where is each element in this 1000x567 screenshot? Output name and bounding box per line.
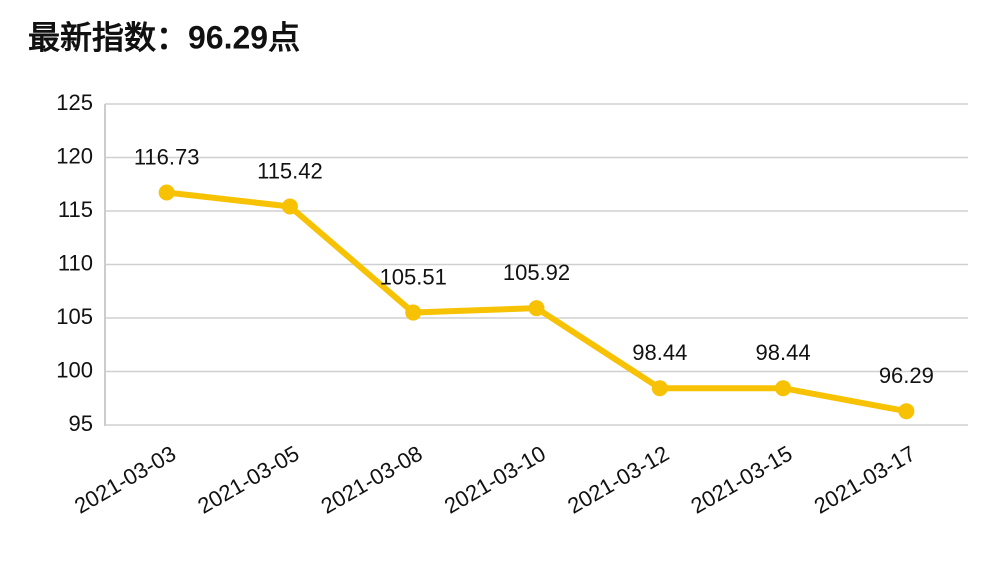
data-label: 115.42 — [257, 158, 323, 183]
x-tick-label: 2021-03-08 — [317, 441, 427, 519]
x-tick-label: 2021-03-10 — [440, 441, 550, 519]
data-label: 96.29 — [879, 363, 934, 388]
data-label: 105.51 — [380, 264, 447, 289]
x-tick-label: 2021-03-03 — [70, 441, 180, 519]
data-point — [528, 300, 545, 317]
y-tick-label: 120 — [56, 143, 93, 168]
data-point — [651, 380, 668, 397]
x-tick-label: 2021-03-12 — [563, 441, 673, 519]
y-tick-label: 110 — [58, 250, 93, 275]
x-tick-label: 2021-03-05 — [193, 441, 303, 519]
data-point — [775, 380, 792, 397]
data-label: 98.44 — [756, 340, 811, 365]
y-tick-label: 125 — [56, 90, 93, 115]
x-tick-label: 2021-03-17 — [810, 441, 920, 519]
chart-title: 最新指数：96.29点 — [28, 19, 300, 55]
y-tick-label: 100 — [56, 357, 93, 382]
x-tick-label: 2021-03-15 — [687, 441, 797, 519]
data-label: 116.73 — [134, 144, 200, 169]
y-tick-label: 115 — [58, 197, 93, 222]
y-tick-label: 105 — [56, 304, 93, 329]
data-point — [405, 304, 422, 321]
data-point — [898, 403, 915, 420]
data-label: 105.92 — [503, 260, 570, 285]
data-point — [281, 198, 298, 215]
data-point — [158, 184, 175, 201]
y-tick-label: 95 — [69, 411, 93, 436]
data-label: 98.44 — [632, 340, 687, 365]
